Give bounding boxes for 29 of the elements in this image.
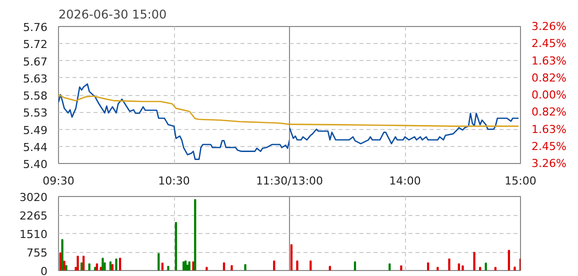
chart-title: 2026-06-30 15:00 (58, 8, 167, 22)
x-tick-label: 11:30/13:00 (256, 174, 324, 188)
x-tick-label: 10:30 (158, 174, 190, 188)
y-tick-label: 5.44 (23, 140, 48, 154)
y-tick-label: 5.72 (23, 38, 48, 52)
y-tick-label: 2265 (20, 210, 48, 222)
text: 2.45% (532, 140, 566, 153)
text: 0.82% (532, 71, 566, 84)
y-tick-label: 3020 (20, 191, 48, 204)
text: 2.45% (532, 37, 566, 50)
y-tick-label: 5.40 (23, 158, 48, 171)
x-tick-label: 09:30 (42, 174, 74, 188)
y-tick-label: 5.63 (23, 72, 48, 86)
y-tick-label: 5.67 (23, 55, 48, 68)
text: 1.63% (532, 54, 566, 68)
text: 3.26% (532, 20, 566, 33)
y-tick-label: 0 (40, 265, 48, 276)
x-tick-label: 14:00 (389, 174, 421, 188)
y-tick-label: 5.53 (23, 106, 48, 120)
text: 0.82% (532, 106, 566, 119)
text: 1.63% (532, 122, 566, 136)
y-tick-label: 5.49 (23, 124, 48, 137)
text: 3.26% (532, 157, 566, 170)
y-tick-label: 1510 (20, 228, 48, 241)
y-tick-label: 755 (26, 246, 48, 260)
y-tick-label: 5.76 (23, 21, 48, 34)
x-tick-label: 15:00 (504, 174, 536, 188)
y-tick-label: 5.58 (23, 90, 48, 102)
text: 0.00% (532, 88, 566, 102)
